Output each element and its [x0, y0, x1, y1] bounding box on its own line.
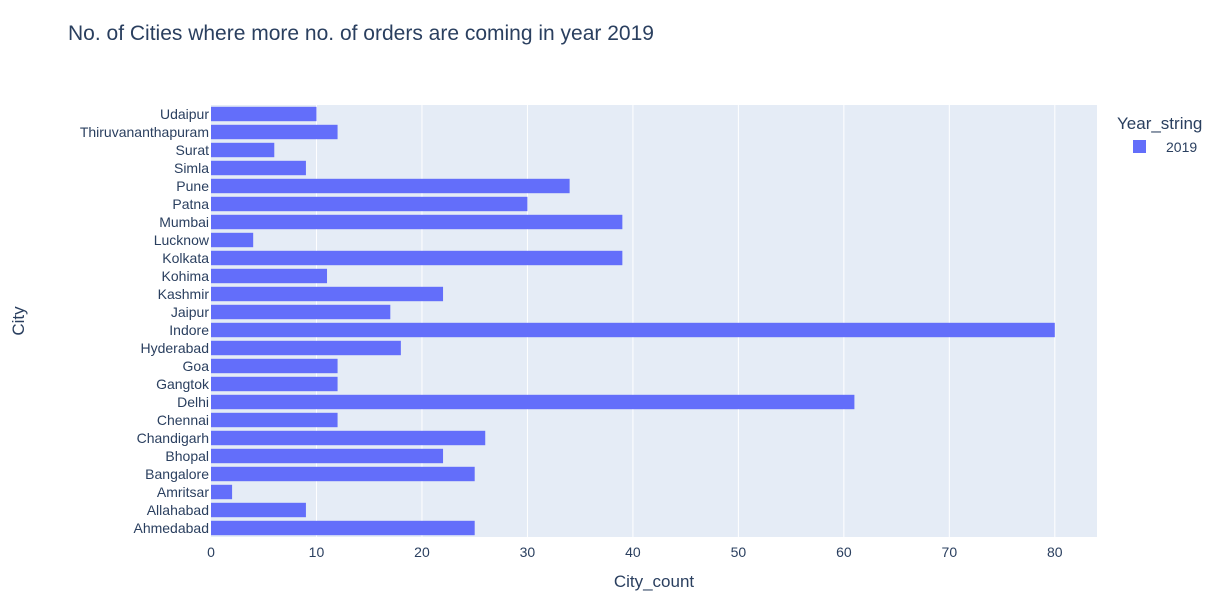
x-tick-label-80: 80: [1047, 544, 1063, 560]
bar-chandigarh[interactable]: [211, 430, 486, 446]
bar-allahabad[interactable]: [211, 502, 306, 518]
y-tick-label-kashmir: Kashmir: [158, 286, 210, 302]
y-tick-label-hyderabad: Hyderabad: [141, 340, 210, 356]
y-tick-label-indore: Indore: [169, 322, 209, 338]
y-tick-label-bangalore: Bangalore: [145, 466, 209, 482]
bar-pune[interactable]: [211, 178, 570, 194]
y-tick-label-goa: Goa: [183, 358, 210, 374]
legend[interactable]: Year_string 2019: [1117, 114, 1202, 155]
y-tick-label-udaipur: Udaipur: [160, 106, 209, 122]
bar-hyderabad[interactable]: [211, 340, 401, 356]
x-tick-label-70: 70: [942, 544, 958, 560]
bar-jaipur[interactable]: [211, 304, 391, 320]
y-tick-label-gangtok: Gangtok: [156, 376, 210, 392]
y-tick-label-chennai: Chennai: [157, 412, 209, 428]
legend-title: Year_string: [1117, 114, 1202, 133]
bar-delhi[interactable]: [211, 394, 855, 410]
y-tick-label-jaipur: Jaipur: [171, 304, 209, 320]
x-tick-label-50: 50: [731, 544, 747, 560]
y-tick-label-patna: Patna: [172, 196, 209, 212]
y-axis-title: City: [9, 306, 28, 336]
y-tick-label-chandigarh: Chandigarh: [137, 430, 209, 446]
y-tick-label-mumbai: Mumbai: [159, 214, 209, 230]
bar-patna[interactable]: [211, 196, 528, 212]
bar-kolkata[interactable]: [211, 250, 623, 266]
y-tick-label-simla: Simla: [174, 160, 209, 176]
y-tick-label-bhopal: Bhopal: [165, 448, 209, 464]
y-tick-label-kohima: Kohima: [162, 268, 210, 284]
bar-lucknow[interactable]: [211, 232, 254, 248]
x-tick-labels: 0 10 20 30 40 50 60 70 80: [207, 544, 1063, 560]
y-tick-labels: Ahmedabad Allahabad Amritsar Bangalore Bhopa…: [80, 106, 210, 536]
x-tick-label-10: 10: [309, 544, 325, 560]
bar-bhopal[interactable]: [211, 448, 444, 464]
y-tick-label-lucknow: Lucknow: [154, 232, 210, 248]
x-tick-label-60: 60: [836, 544, 852, 560]
y-tick-label-kolkata: Kolkata: [162, 250, 209, 266]
bar-kohima[interactable]: [211, 268, 328, 284]
bar-thiruvananthapuram[interactable]: [211, 124, 338, 140]
y-tick-label-surat: Surat: [176, 142, 210, 158]
bar-amritsar[interactable]: [211, 484, 233, 500]
legend-swatch[interactable]: [1133, 140, 1146, 153]
bar-gangtok[interactable]: [211, 376, 338, 392]
bar-kashmir[interactable]: [211, 286, 444, 302]
y-tick-label-ahmedabad: Ahmedabad: [133, 520, 209, 536]
bars: [211, 106, 1055, 536]
bar-goa[interactable]: [211, 358, 338, 374]
bar-udaipur[interactable]: [211, 106, 317, 122]
y-tick-label-amritsar: Amritsar: [157, 484, 209, 500]
bar-ahmedabad[interactable]: [211, 520, 475, 536]
chart-title: No. of Cities where more no. of orders a…: [68, 22, 654, 45]
bar-simla[interactable]: [211, 160, 306, 176]
x-tick-label-30: 30: [520, 544, 536, 560]
x-tick-label-40: 40: [625, 544, 641, 560]
x-tick-label-0: 0: [207, 544, 215, 560]
x-tick-label-20: 20: [414, 544, 430, 560]
x-axis-title: City_count: [614, 572, 695, 591]
y-tick-label-pune: Pune: [176, 178, 209, 194]
bar-chennai[interactable]: [211, 412, 338, 428]
gridlines: [315, 105, 1056, 537]
legend-label-2019[interactable]: 2019: [1166, 139, 1197, 155]
bar-indore[interactable]: [211, 322, 1055, 338]
y-tick-label-thiruvananthapuram: Thiruvananthapuram: [80, 124, 209, 140]
bar-mumbai[interactable]: [211, 214, 623, 230]
bar-bangalore[interactable]: [211, 466, 475, 482]
y-tick-label-delhi: Delhi: [177, 394, 209, 410]
y-tick-label-allahabad: Allahabad: [147, 502, 209, 518]
bar-surat[interactable]: [211, 142, 275, 158]
